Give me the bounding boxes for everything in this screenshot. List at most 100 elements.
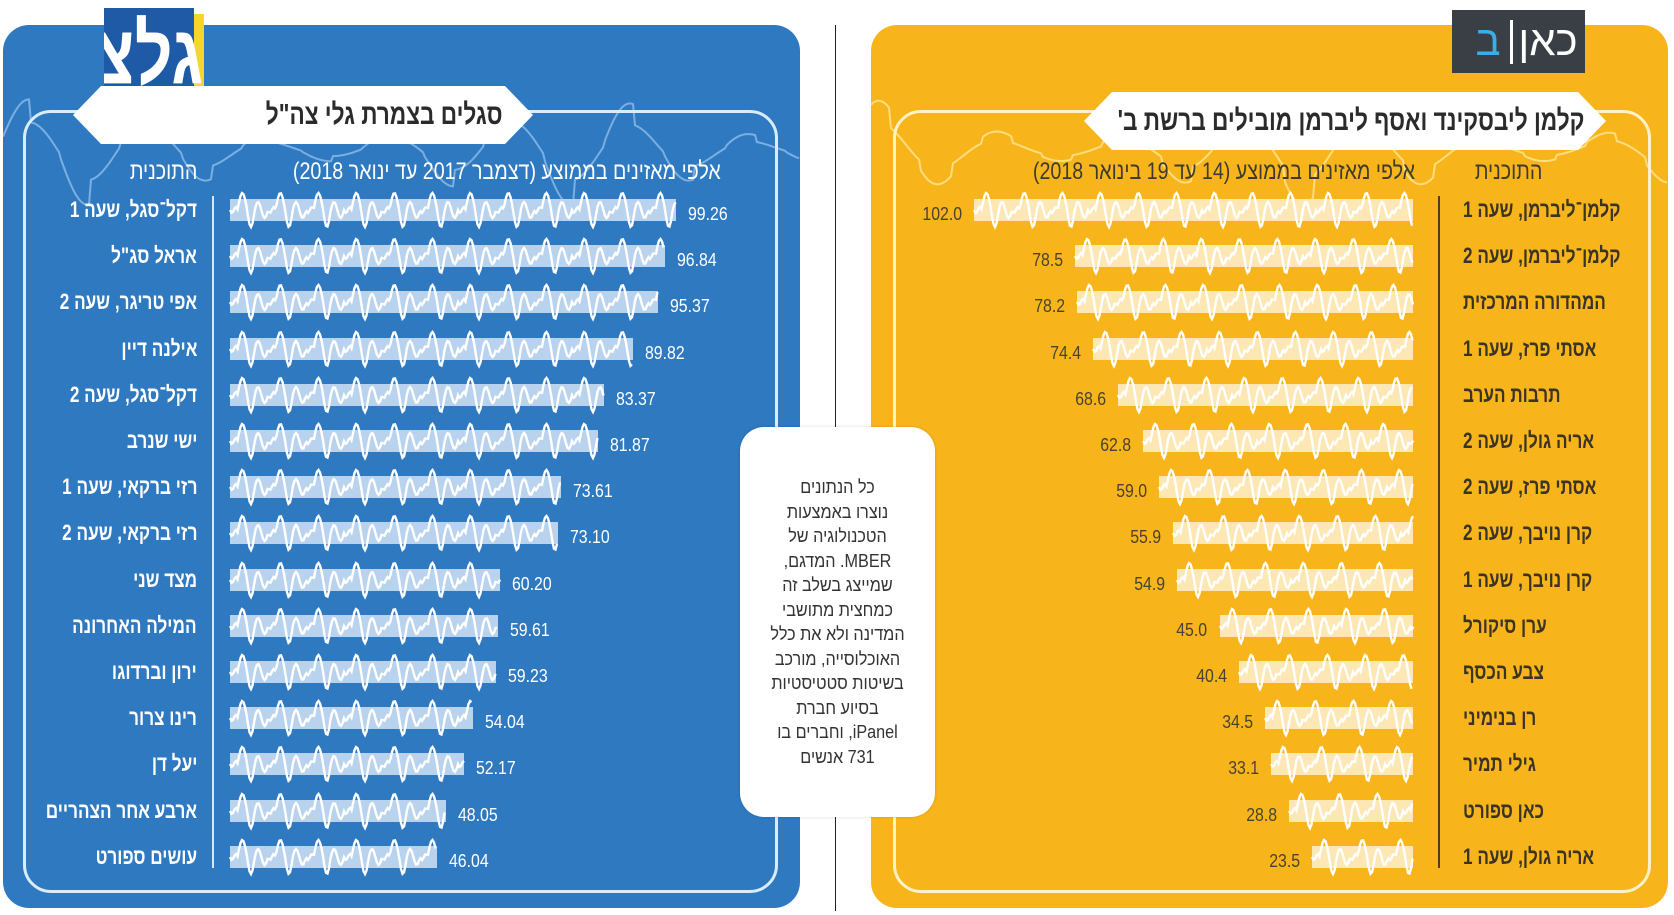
galatz-category-label: יעל דן	[151, 751, 197, 777]
galatz-category-label: רינו צרור	[129, 705, 197, 731]
kan-value-label: 62.8	[1100, 435, 1131, 455]
kan-title-banner: קלמן ליבסקינד ואסף ליברמן מובילים ברשת ב…	[1084, 92, 1606, 150]
galatz-category-label: אפי טריגר, שעה 2	[59, 289, 197, 315]
kan-value-label: 23.5	[1269, 850, 1300, 871]
galatz-value-label: 99.26	[687, 204, 728, 224]
kan-bar	[1158, 468, 1414, 507]
kan-panel	[871, 25, 1668, 908]
note-line: המדינה ולא את כלל	[770, 624, 905, 644]
kan-category-label: גילי תמיר	[1463, 751, 1537, 777]
galatz-category-label: רזי ברקאי, שעה 1	[61, 474, 197, 500]
galatz-value-label: 73.61	[572, 481, 613, 502]
kan-logo-channel: ב	[1475, 17, 1500, 64]
kan-category-label: ערן סיקורל	[1463, 612, 1547, 638]
galatz-bar	[228, 514, 559, 554]
note-line: שמייצג בשלב זה	[782, 575, 893, 595]
kan-value-label: 102.0	[922, 204, 963, 224]
kan-category-label: קלמן־ליברמן, שעה 1	[1463, 197, 1621, 222]
kan-logo: כאן ב	[1452, 10, 1585, 73]
galatz-chart-title: סגלים בצמרת גלי צה"ל	[266, 99, 503, 131]
kan-bar	[1141, 421, 1415, 461]
note-line: בשיטות סטטיסטיות	[771, 673, 904, 693]
galatz-value-label: 48.05	[457, 804, 498, 825]
galatz-category-label: מצד שני	[132, 566, 197, 592]
kan-value-label: 40.4	[1196, 666, 1228, 686]
kan-category-label: אסתי פרז, שעה 2	[1463, 474, 1597, 500]
kan-bar	[1310, 837, 1414, 877]
galatz-bar	[228, 560, 502, 600]
kan-value-label: 34.5	[1221, 712, 1253, 733]
kan-bar	[1116, 375, 1413, 415]
galatz-value-label: 52.17	[476, 758, 516, 779]
galatz-bar	[228, 329, 634, 369]
galatz-category-label: ירון וברדוגו	[112, 659, 197, 684]
kan-category-header: התוכנית	[1474, 158, 1542, 185]
kan-chart-title: קלמן ליבסקינד ואסף ליברמן מובילים ברשת ב…	[1117, 105, 1584, 137]
kan-value-label: 78.5	[1032, 250, 1064, 271]
galatz-bar	[228, 190, 677, 230]
note-line: האוכלוסייה, מורכב	[774, 648, 901, 669]
kan-category-label: המהדורה המרכזית	[1463, 289, 1606, 315]
note-line: 731 אנשים	[800, 746, 875, 767]
galatz-value-label: 95.37	[670, 296, 710, 317]
note-text: כל הנתונים נוצרו באמצעות הטכנולוגיה של MBER…	[750, 475, 925, 769]
kan-bar	[1269, 745, 1413, 785]
galatz-bar	[228, 652, 497, 692]
kan-bar	[1074, 237, 1415, 276]
kan-bar	[1288, 791, 1414, 831]
galatz-value-label: 81.87	[609, 435, 650, 455]
kan-value-label: 59.0	[1116, 481, 1148, 502]
galatz-category-label: אראל סג"ל	[111, 243, 197, 269]
kan-bar	[973, 190, 1414, 230]
kan-bar	[1171, 514, 1414, 554]
kan-value-label: 68.6	[1075, 388, 1107, 409]
kan-category-label: אריה גולן, שעה 2	[1463, 428, 1595, 453]
note-line: iPanel, וחברים בו	[777, 722, 898, 742]
kan-category-label: תרבות הערב	[1463, 381, 1561, 407]
galatz-value-label: 89.82	[645, 342, 685, 363]
kan-category-label: כאן ספורט	[1463, 797, 1545, 823]
galatz-bar	[228, 745, 465, 785]
kan-category-label: רן בנימיני	[1463, 705, 1537, 731]
galatz-value-label: 46.04	[448, 850, 489, 871]
galatz-axis-line	[212, 196, 214, 868]
galatz-category-label: רזי ברקאי, שעה 2	[61, 520, 197, 546]
kan-logo-text: כאן	[1518, 17, 1577, 64]
galatz-value-label: 73.10	[570, 527, 610, 548]
note-line: כמחצית מתושבי	[782, 599, 893, 620]
kan-bar	[1218, 606, 1414, 646]
methodology-note: כל הנתונים נוצרו באמצעות הטכנולוגיה של MBER…	[740, 427, 935, 817]
galatz-value-label: 54.04	[484, 712, 525, 733]
note-line: כל הנתונים	[800, 477, 875, 497]
kan-category-label: קרן נויבך, שעה 1	[1463, 566, 1593, 592]
galatz-category-label: המילה האחרונה	[72, 612, 197, 638]
galatz-value-header: אלפי מאזינים בממוצע (דצמבר 2017 עד ינואר…	[293, 158, 721, 185]
kan-value-label: 28.8	[1246, 804, 1278, 825]
kan-axis-line	[1438, 196, 1440, 868]
kan-bar	[1175, 560, 1414, 600]
galatz-value-label: 59.23	[507, 666, 548, 686]
kan-value-label: 74.4	[1050, 342, 1082, 363]
note-line: בסיוע חברת	[796, 697, 879, 718]
galatz-category-label: דקל־סגל, שעה 2	[69, 381, 197, 407]
galatz-bar	[228, 421, 599, 461]
galatz-value-label: 96.84	[676, 250, 717, 271]
galatz-category-header: התוכנית	[129, 158, 197, 185]
galatz-value-label: 59.61	[509, 619, 550, 640]
kan-value-header: אלפי מאזינים בממוצע (14 עד 19 בינואר 201…	[1032, 158, 1415, 185]
galatz-bar	[228, 468, 562, 507]
note-line: MBER. המדגם,	[783, 550, 892, 571]
kan-bar	[1263, 699, 1413, 738]
galatz-value-label: 60.20	[512, 573, 552, 594]
galatz-bar	[228, 791, 446, 831]
note-line: הטכנולוגיה של	[788, 526, 887, 546]
galatz-category-label: דקל־סגל, שעה 1	[69, 197, 197, 222]
kan-bar	[1075, 283, 1414, 323]
kan-value-label: 33.1	[1227, 758, 1259, 779]
galatz-bar	[228, 606, 498, 646]
kan-value-label: 78.2	[1033, 296, 1065, 317]
kan-category-label: קרן נויבך, שעה 2	[1463, 520, 1593, 546]
galatz-bar	[228, 375, 605, 415]
kan-bar	[1092, 329, 1414, 369]
galatz-category-label: עושים ספורט	[95, 843, 197, 869]
